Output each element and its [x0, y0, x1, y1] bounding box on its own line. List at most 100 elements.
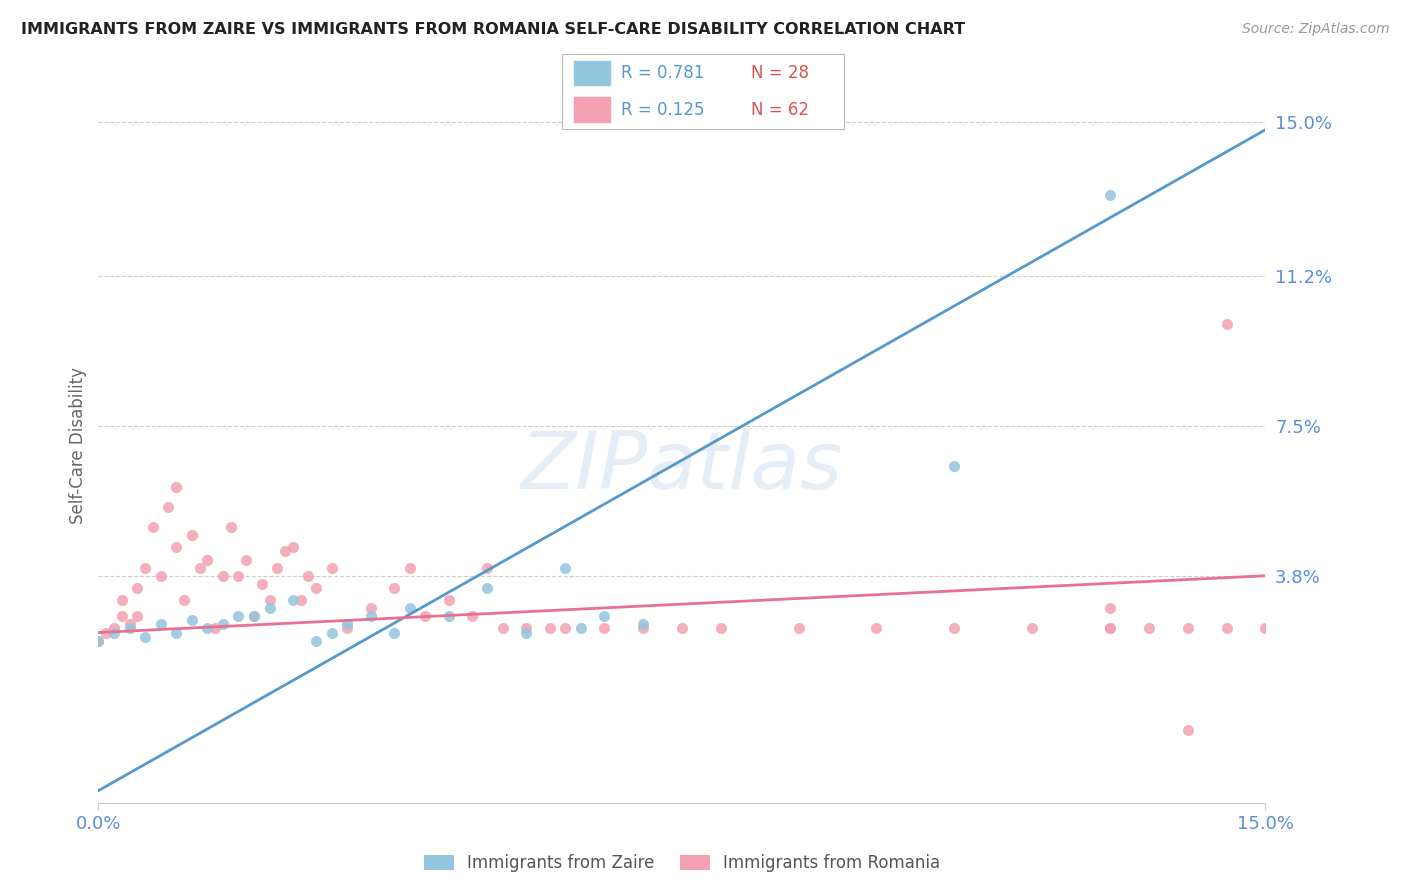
- Point: [87, 633, 110, 648]
- Point: [188, 560, 211, 574]
- Point: [180, 528, 202, 542]
- Bar: [574, 97, 610, 122]
- Point: [259, 601, 281, 615]
- Point: [710, 622, 733, 636]
- Point: [212, 617, 235, 632]
- Point: [173, 593, 195, 607]
- Point: [943, 459, 966, 474]
- Point: [243, 609, 266, 624]
- Point: [87, 633, 110, 648]
- Point: [1098, 187, 1121, 202]
- Point: [281, 541, 304, 555]
- Point: [297, 568, 319, 582]
- Point: [157, 500, 180, 514]
- Point: [398, 560, 420, 574]
- Point: [1098, 622, 1121, 636]
- Point: [228, 609, 250, 624]
- Point: [259, 593, 281, 607]
- Point: [492, 622, 515, 636]
- Point: [103, 622, 125, 636]
- Point: [305, 633, 328, 648]
- Point: [274, 544, 297, 558]
- Point: [671, 622, 693, 636]
- Point: [413, 609, 436, 624]
- Point: [103, 625, 125, 640]
- Point: [290, 593, 312, 607]
- Point: [515, 622, 537, 636]
- Point: [865, 622, 887, 636]
- Point: [212, 568, 235, 582]
- Point: [243, 609, 266, 624]
- Point: [118, 622, 141, 636]
- Point: [195, 552, 218, 566]
- Point: [134, 560, 156, 574]
- Point: [336, 622, 359, 636]
- Point: [180, 613, 202, 627]
- Text: N = 62: N = 62: [751, 101, 808, 119]
- Text: Source: ZipAtlas.com: Source: ZipAtlas.com: [1241, 22, 1389, 37]
- Point: [149, 617, 172, 632]
- Point: [266, 560, 288, 574]
- Text: R = 0.781: R = 0.781: [621, 64, 704, 82]
- Point: [1177, 622, 1199, 636]
- Point: [281, 593, 304, 607]
- Text: N = 28: N = 28: [751, 64, 808, 82]
- Point: [398, 601, 420, 615]
- Point: [477, 560, 499, 574]
- Text: ZIPatlas: ZIPatlas: [520, 428, 844, 507]
- Point: [360, 601, 382, 615]
- Point: [204, 622, 226, 636]
- Legend: Immigrants from Zaire, Immigrants from Romania: Immigrants from Zaire, Immigrants from R…: [423, 854, 941, 872]
- Point: [1098, 601, 1121, 615]
- Point: [321, 560, 343, 574]
- Point: [1137, 622, 1160, 636]
- Point: [631, 622, 654, 636]
- Point: [165, 625, 187, 640]
- Point: [943, 622, 966, 636]
- Point: [165, 541, 187, 555]
- Point: [554, 622, 576, 636]
- Point: [250, 577, 273, 591]
- Point: [477, 581, 499, 595]
- Point: [1177, 723, 1199, 737]
- Text: IMMIGRANTS FROM ZAIRE VS IMMIGRANTS FROM ROMANIA SELF-CARE DISABILITY CORRELATIO: IMMIGRANTS FROM ZAIRE VS IMMIGRANTS FROM…: [21, 22, 965, 37]
- Point: [336, 617, 359, 632]
- Point: [235, 552, 257, 566]
- Point: [127, 581, 149, 595]
- Point: [195, 622, 218, 636]
- Point: [787, 622, 810, 636]
- Point: [593, 622, 616, 636]
- Point: [165, 479, 187, 493]
- Point: [305, 581, 328, 595]
- Point: [461, 609, 484, 624]
- Point: [437, 593, 460, 607]
- Point: [1215, 318, 1237, 332]
- Point: [569, 622, 592, 636]
- Point: [437, 609, 460, 624]
- Point: [142, 520, 165, 534]
- Point: [219, 520, 242, 534]
- Point: [1254, 622, 1277, 636]
- Text: R = 0.125: R = 0.125: [621, 101, 704, 119]
- Point: [382, 581, 405, 595]
- Point: [1021, 622, 1043, 636]
- Bar: [574, 62, 610, 86]
- Point: [360, 609, 382, 624]
- Point: [111, 593, 134, 607]
- Y-axis label: Self-Care Disability: Self-Care Disability: [69, 368, 87, 524]
- Point: [228, 568, 250, 582]
- Point: [96, 625, 118, 640]
- Point: [321, 625, 343, 640]
- Point: [382, 625, 405, 640]
- Point: [1215, 622, 1237, 636]
- Point: [111, 609, 134, 624]
- Point: [515, 625, 537, 640]
- Point: [554, 560, 576, 574]
- Point: [538, 622, 561, 636]
- Point: [631, 617, 654, 632]
- Point: [1098, 622, 1121, 636]
- Point: [593, 609, 616, 624]
- Point: [134, 630, 156, 644]
- Point: [127, 609, 149, 624]
- Point: [118, 617, 141, 632]
